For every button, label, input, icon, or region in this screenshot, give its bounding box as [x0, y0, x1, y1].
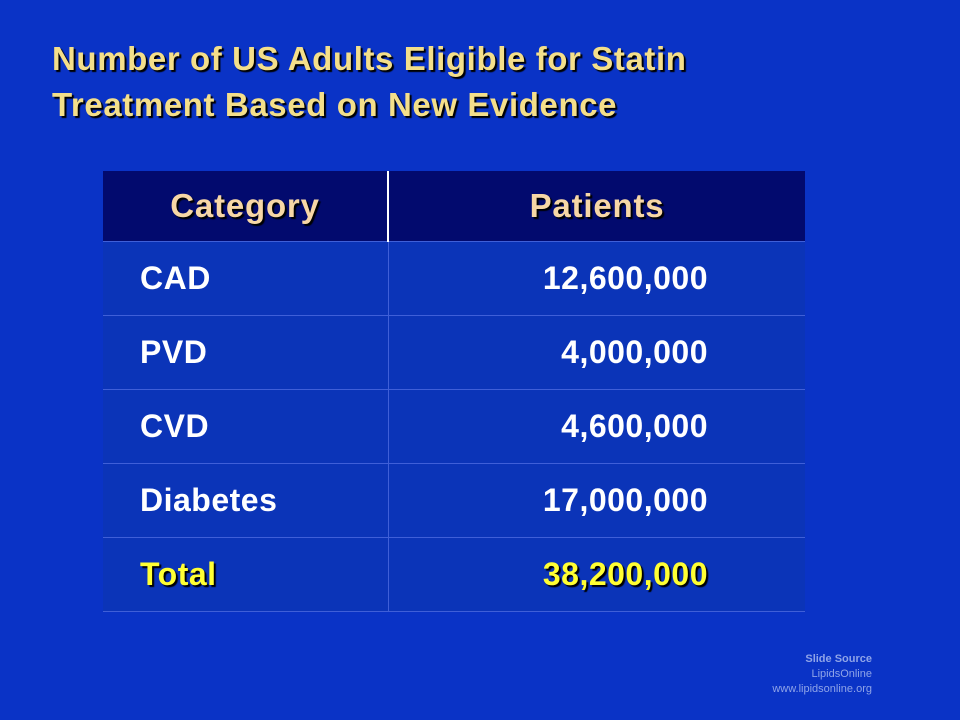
table-row: CVD 4,600,000: [103, 389, 805, 464]
source-url: www.lipidsonline.org: [772, 683, 872, 695]
table-row: Diabetes 17,000,000: [103, 463, 805, 538]
header-patients: Patients: [388, 171, 805, 242]
slide-source: Slide Source LipidsOnline www.lipidsonli…: [772, 652, 872, 697]
total-row: Total 38,200,000: [103, 537, 805, 612]
eligibility-table: Category Patients CAD 12,600,000 PVD 4,0…: [103, 171, 805, 612]
title-line-2: Treatment Based on New Evidence: [52, 86, 618, 123]
row-category: CAD: [103, 241, 389, 316]
row-category: CVD: [103, 389, 389, 464]
row-patients: 4,600,000: [388, 389, 805, 464]
total-patients: 38,200,000: [388, 537, 805, 612]
row-patients: 4,000,000: [388, 315, 805, 390]
title-line-1: Number of US Adults Eligible for Statin: [52, 40, 687, 77]
source-heading: Slide Source: [805, 653, 872, 665]
total-category: Total: [103, 537, 389, 612]
row-category: PVD: [103, 315, 389, 390]
table-row: PVD 4,000,000: [103, 315, 805, 390]
table-row: CAD 12,600,000: [103, 241, 805, 316]
slide-title: Number of US Adults Eligible for Statin …: [52, 36, 912, 128]
header-category: Category: [103, 171, 389, 242]
table-header-row: Category Patients: [103, 171, 805, 242]
row-patients: 12,600,000: [388, 241, 805, 316]
row-patients: 17,000,000: [388, 463, 805, 538]
source-name: LipidsOnline: [811, 668, 872, 680]
row-category: Diabetes: [103, 463, 389, 538]
